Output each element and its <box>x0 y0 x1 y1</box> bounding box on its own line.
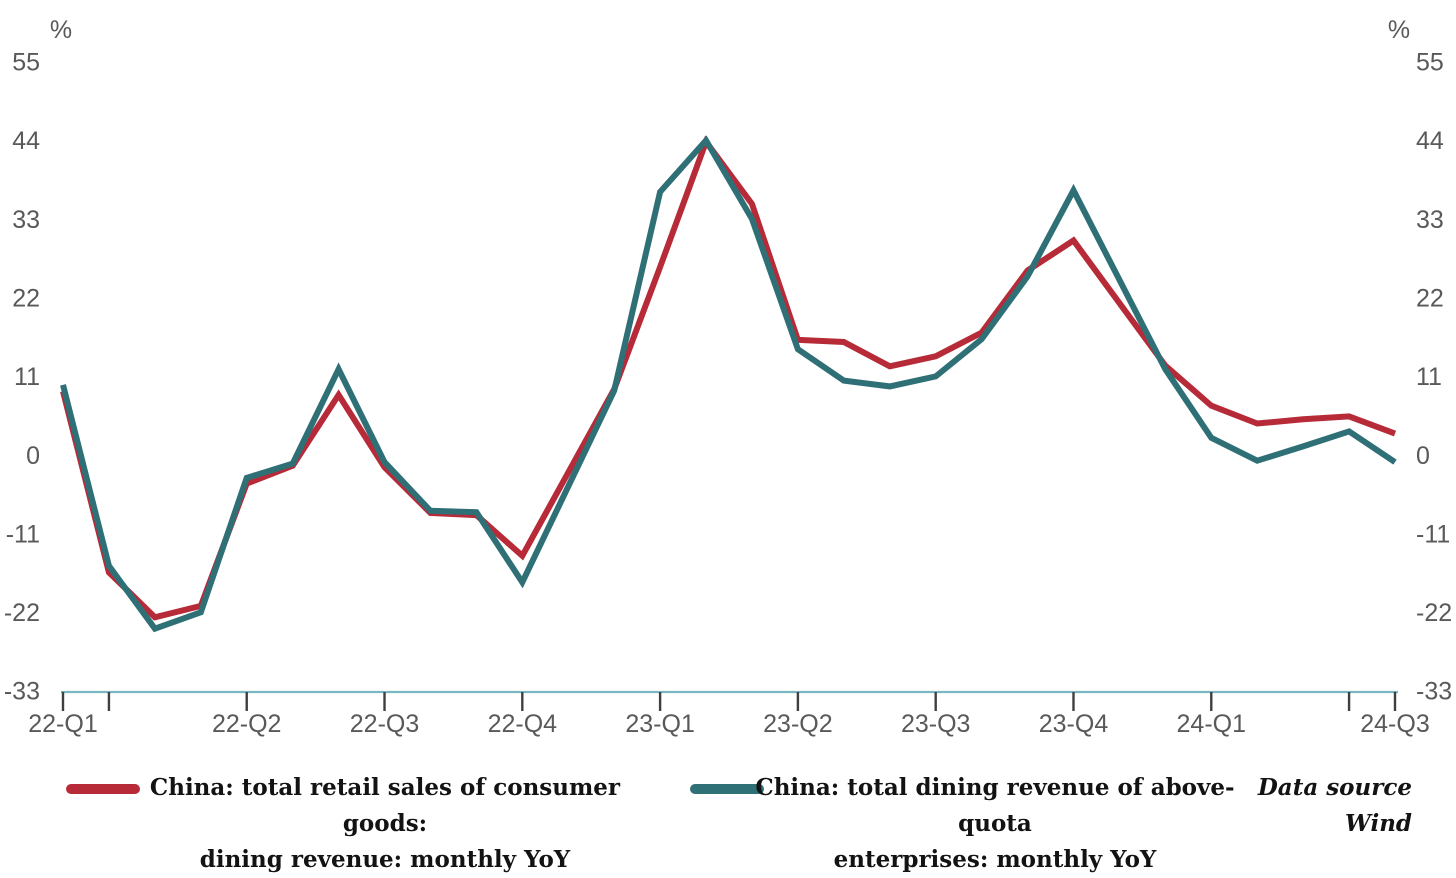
data-source: Data source Wind <box>1182 770 1412 842</box>
x-axis-label: 24-Q3 <box>1360 710 1429 738</box>
y-axis-label-right: 11 <box>1416 363 1442 391</box>
chart-area: 22-Q1 22-Q2 22-Q3 22-Q4 23-Q1 23-Q2 23-Q3 23-Q4… <box>4 16 1452 873</box>
x-axis-label: 22-Q1 <box>28 710 97 738</box>
y-axis-label-right: -22 <box>1416 599 1452 627</box>
x-axis-label: 24-Q1 <box>1177 710 1246 738</box>
x-axis-label: 23-Q2 <box>763 710 832 738</box>
data-source-line1: Data source <box>1257 774 1412 801</box>
data-source-line2: Wind <box>1345 810 1412 837</box>
y-axis-unit-left: % <box>50 16 72 44</box>
y-axis-label-right: 22 <box>1416 284 1444 312</box>
x-axis-label: 22-Q2 <box>212 710 281 738</box>
y-axis-label-right: -11 <box>1416 520 1450 548</box>
series-line-above-quota <box>60 135 1397 633</box>
y-axis-label-left: 44 <box>12 127 40 155</box>
line-chart-svg: 22-Q1 22-Q2 22-Q3 22-Q4 23-Q1 23-Q2 23-Q3 23-Q4… <box>4 16 1452 738</box>
x-axis-label: 22-Q3 <box>350 710 419 738</box>
x-axis-label: 23-Q3 <box>901 710 970 738</box>
y-axis-label-left: 55 <box>12 49 40 77</box>
y-axis-label-right: -33 <box>1416 678 1452 706</box>
x-axis-label: 23-Q1 <box>625 710 694 738</box>
y-axis-label-left: -11 <box>6 520 40 548</box>
y-axis-label-left: 11 <box>14 363 40 391</box>
legend-item-retail-dining: China: total retail sales of consumer go… <box>115 770 655 878</box>
x-axis-label: 22-Q4 <box>488 710 558 738</box>
legend-label-line1: China: total dining revenue of above-quo… <box>755 774 1235 837</box>
legend-swatch-retail-dining <box>66 784 140 794</box>
y-axis-label-right: 44 <box>1416 127 1444 155</box>
legend-swatch-above-quota <box>690 784 764 794</box>
series-line-retail-dining <box>60 135 1397 621</box>
y-axis-unit-right: % <box>1388 16 1410 44</box>
legend-label-line2: dining revenue: monthly YoY <box>199 846 571 873</box>
legend-label-line2: enterprises: monthly YoY <box>833 846 1157 873</box>
x-axis-label: 23-Q4 <box>1039 710 1109 738</box>
y-axis-label-left: 33 <box>12 206 40 234</box>
legend-label-line1: China: total retail sales of consumer go… <box>149 774 621 837</box>
y-axis-label-left: -33 <box>4 678 40 706</box>
y-axis-label-right: 0 <box>1416 442 1430 470</box>
y-axis-label-right: 33 <box>1416 206 1444 234</box>
y-axis-label-left: -22 <box>4 599 40 627</box>
y-axis-label-right: 55 <box>1416 49 1444 77</box>
y-axis-label-left: 22 <box>12 284 40 312</box>
y-axis-label-left: 0 <box>26 442 40 470</box>
